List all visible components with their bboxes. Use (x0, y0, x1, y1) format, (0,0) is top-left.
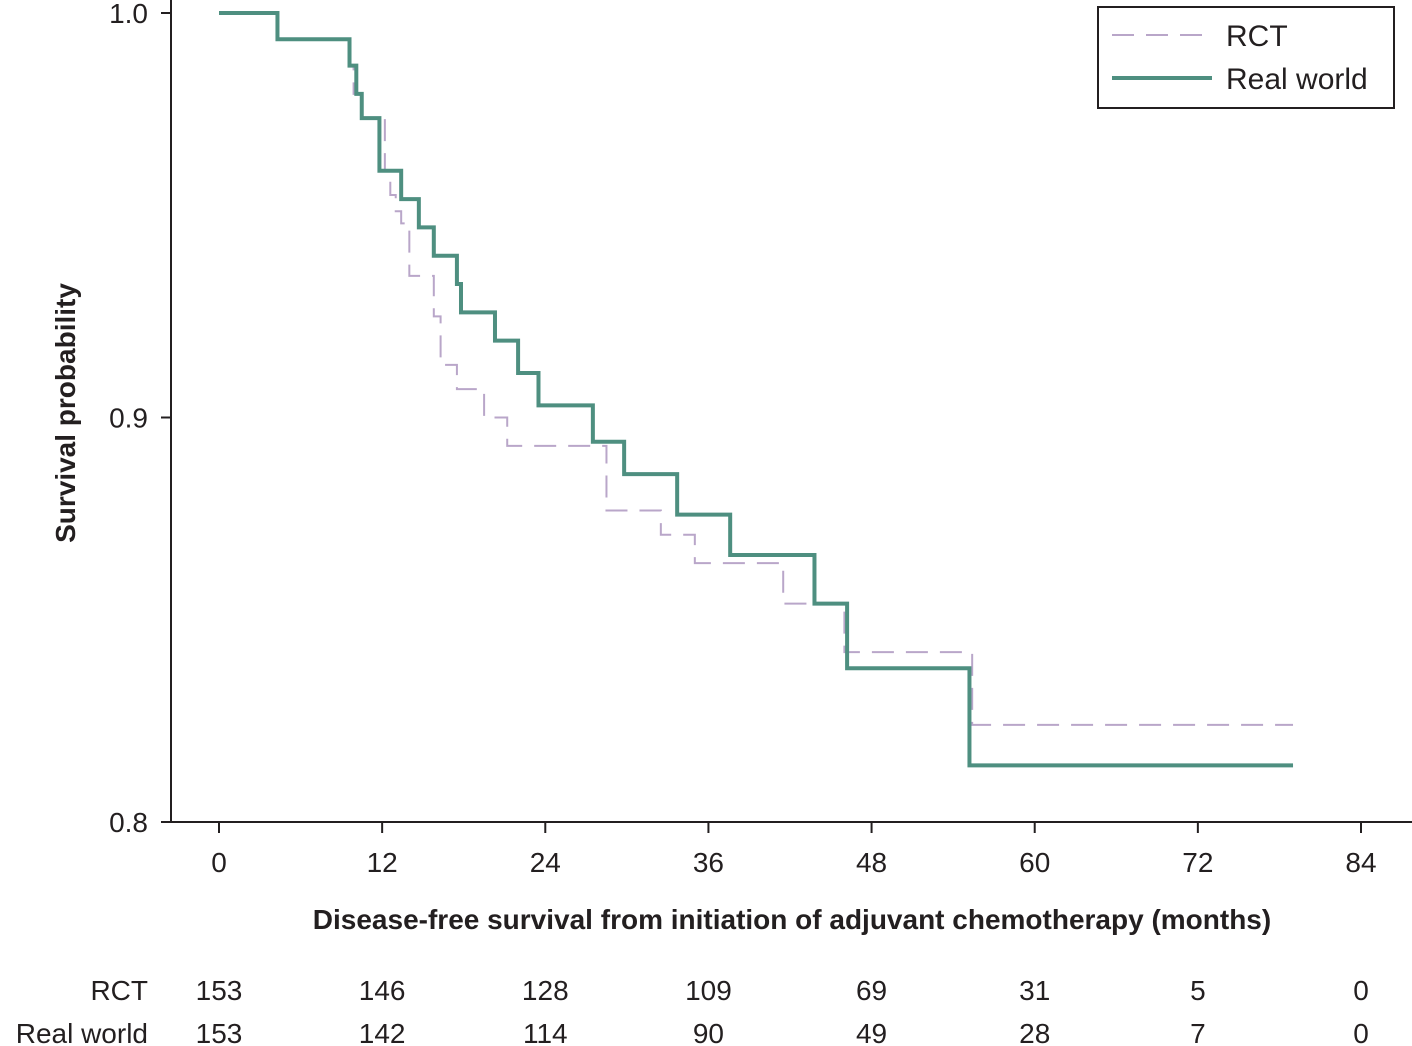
x-tick-label: 84 (1345, 847, 1376, 878)
legend-label-rct: RCT (1226, 20, 1288, 53)
series-layer (219, 11, 1294, 768)
risk-table: RCT 153 146 128 109 69 31 5 0 Real world 153 142 114… (16, 975, 1369, 1046)
risk-count: 114 (523, 1018, 568, 1046)
risk-count: 7 (1190, 1018, 1206, 1046)
risk-count: 0 (1353, 1018, 1369, 1046)
y-tick-label: 1.0 (109, 0, 148, 29)
plot-axes (170, 0, 1412, 823)
risk-count: 146 (359, 975, 406, 1006)
x-tick-label: 24 (530, 847, 561, 878)
y-tick-label: 0.8 (109, 807, 148, 838)
x-ticks: 0 12 24 36 48 60 72 84 (211, 822, 1377, 878)
series-line-rct (219, 12, 1294, 726)
risk-count: 142 (359, 1018, 406, 1046)
x-axis-title: Disease-free survival from initiation of… (313, 904, 1271, 935)
risk-row-label: Real world (16, 1018, 148, 1046)
risk-count: 49 (856, 1018, 887, 1046)
legend-box (1097, 6, 1395, 109)
risk-count: 109 (685, 975, 732, 1006)
risk-count: 31 (1019, 975, 1050, 1006)
x-tick-label: 0 (211, 847, 227, 878)
risk-count: 90 (693, 1018, 724, 1046)
risk-row-label: RCT (90, 975, 148, 1006)
risk-count: 5 (1190, 975, 1206, 1006)
y-ticks: 0.8 0.9 1.0 (109, 0, 171, 838)
risk-count: 153 (196, 1018, 243, 1046)
x-tick-label: 36 (693, 847, 724, 878)
risk-count: 0 (1353, 975, 1369, 1006)
y-tick-label: 0.9 (109, 403, 148, 434)
x-tick-label: 48 (856, 847, 887, 878)
series-line-real-world (219, 11, 1294, 768)
y-axis-title: Survival probability (50, 283, 81, 543)
risk-count: 28 (1019, 1018, 1050, 1046)
legend: RCT Real world (1097, 6, 1395, 109)
risk-count: 69 (856, 975, 887, 1006)
x-tick-label: 72 (1182, 847, 1213, 878)
x-tick-label: 60 (1019, 847, 1050, 878)
risk-count: 128 (522, 975, 569, 1006)
x-tick-label: 12 (367, 847, 398, 878)
legend-label-real-world: Real world (1226, 63, 1368, 96)
risk-count: 153 (196, 975, 243, 1006)
